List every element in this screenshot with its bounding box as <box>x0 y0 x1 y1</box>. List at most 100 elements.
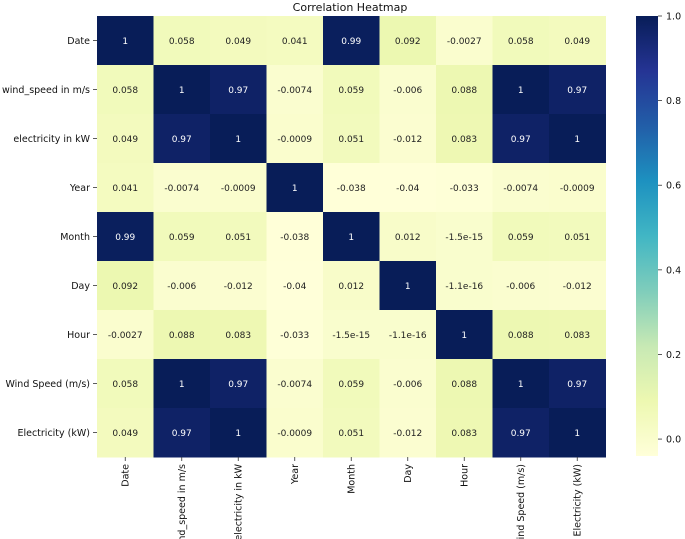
heatmap-cell <box>492 310 550 360</box>
heatmap-cell <box>379 408 437 458</box>
cell-annotation: -0.038 <box>337 184 366 194</box>
heatmap-cell <box>153 359 211 409</box>
heatmap-cell <box>210 261 267 311</box>
heatmap-cell <box>436 408 493 458</box>
heatmap-cell <box>266 261 324 311</box>
heatmap-cell <box>492 114 550 164</box>
heatmap-cell <box>379 16 437 66</box>
heatmap-cell <box>266 359 324 409</box>
heatmap-cell <box>97 359 154 409</box>
heatmap-cell <box>323 359 380 409</box>
heatmap-cell <box>97 163 154 213</box>
heatmap-cell <box>210 65 267 115</box>
y-tick-label: Year <box>69 183 90 194</box>
cell-annotation: 0.059 <box>338 86 364 96</box>
cell-annotation: -0.0009 <box>277 429 312 439</box>
cell-annotation: 0.059 <box>169 233 195 243</box>
cell-annotation: 1 <box>461 331 467 341</box>
heatmap-cell <box>549 163 606 213</box>
x-tick-label: Date <box>120 464 131 487</box>
cell-annotation: 0.012 <box>338 282 364 292</box>
cell-annotation: 1 <box>179 380 185 390</box>
x-tick-label: Hour <box>459 464 470 487</box>
heatmap-cell <box>266 408 324 458</box>
colorbar-tick-label: 1.0 <box>666 12 681 23</box>
y-tick-label: Hour <box>67 330 90 341</box>
heatmap-cell <box>97 408 154 458</box>
heatmap-cell <box>436 114 493 164</box>
heatmap-cell <box>379 114 437 164</box>
cell-annotation: -0.0074 <box>503 184 538 194</box>
cell-annotation: 0.058 <box>112 380 138 390</box>
cell-annotation: -0.006 <box>393 380 422 390</box>
x-tick-label: electricity in kW <box>233 463 244 539</box>
cell-annotation: 0.092 <box>395 37 421 47</box>
cell-annotation: 0.97 <box>511 135 531 145</box>
cell-annotation: 1 <box>179 86 185 96</box>
cell-annotation: 0.97 <box>511 429 531 439</box>
heatmap-cell <box>97 261 154 311</box>
x-tick-label: Day <box>403 464 414 483</box>
cell-annotation: -1.5e-15 <box>332 331 370 341</box>
y-tick-label: Electricity (kW) <box>17 428 90 439</box>
heatmap-cell <box>549 261 606 311</box>
heatmap-cell <box>379 212 437 262</box>
heatmap-cell <box>323 310 380 360</box>
heatmap-cell <box>153 310 211 360</box>
cell-annotation: 0.059 <box>508 233 534 243</box>
heatmap-cell <box>97 212 154 262</box>
cell-annotation: 1 <box>292 184 298 194</box>
cell-annotation: 0.049 <box>225 37 251 47</box>
heatmap-cell <box>210 359 267 409</box>
cell-annotation: -0.0074 <box>164 184 199 194</box>
heatmap-cell <box>492 212 550 262</box>
heatmap-cell <box>323 16 380 66</box>
y-tick-label: wind_speed in m/s <box>2 85 90 96</box>
colorbar-tick-label: 0.4 <box>666 265 681 276</box>
heatmap-cell <box>323 163 380 213</box>
heatmap-cell <box>323 261 380 311</box>
heatmap-cell <box>97 65 154 115</box>
cell-annotation: 0.088 <box>451 380 477 390</box>
heatmap-cell <box>492 16 550 66</box>
heatmap-cell <box>210 16 267 66</box>
cell-annotation: -0.0009 <box>560 184 595 194</box>
cell-annotation: 0.97 <box>567 380 587 390</box>
cell-annotation: 0.051 <box>225 233 251 243</box>
cell-annotation: 0.012 <box>395 233 421 243</box>
heatmap-cell <box>210 310 267 360</box>
heatmap-cell <box>492 163 550 213</box>
cell-annotation: 0.088 <box>169 331 195 341</box>
cell-annotation: -0.033 <box>450 184 479 194</box>
heatmap-cell <box>492 65 550 115</box>
cell-annotation: -0.0074 <box>277 380 312 390</box>
heatmap-cell <box>323 212 380 262</box>
heatmap-cell <box>379 310 437 360</box>
heatmap-cell <box>549 16 606 66</box>
heatmap-cell <box>492 261 550 311</box>
x-axis-labels: Date wind_speed in m/s electricity in kW Ye… <box>120 457 583 539</box>
cell-annotation: 1 <box>518 86 524 96</box>
heatmap-cell <box>97 310 154 360</box>
heatmap-cell <box>549 212 606 262</box>
cell-annotation: 0.97 <box>567 86 587 96</box>
heatmap-cell <box>266 65 324 115</box>
cell-annotation: 0.083 <box>451 135 477 145</box>
x-tick-label: Month <box>346 464 357 494</box>
heatmap-cell <box>549 65 606 115</box>
cell-annotation: 0.058 <box>112 86 138 96</box>
colorbar: 0.0 0.2 0.4 0.6 0.8 1.0 <box>636 12 681 456</box>
heatmap-cell <box>549 310 606 360</box>
cell-annotation: -1.5e-15 <box>445 233 483 243</box>
cell-annotation: 0.059 <box>338 380 364 390</box>
cell-annotation: 1 <box>405 282 411 292</box>
heatmap-cell <box>153 408 211 458</box>
cell-annotation: 0.088 <box>508 331 534 341</box>
cell-annotation: 0.051 <box>564 233 590 243</box>
heatmap-cell <box>549 359 606 409</box>
cell-annotation: 0.97 <box>228 380 248 390</box>
cell-annotation: 0.051 <box>338 429 364 439</box>
heatmap-cell <box>436 65 493 115</box>
cell-annotation: 0.97 <box>172 429 192 439</box>
x-tick-label: Electricity (kW) <box>572 464 583 537</box>
